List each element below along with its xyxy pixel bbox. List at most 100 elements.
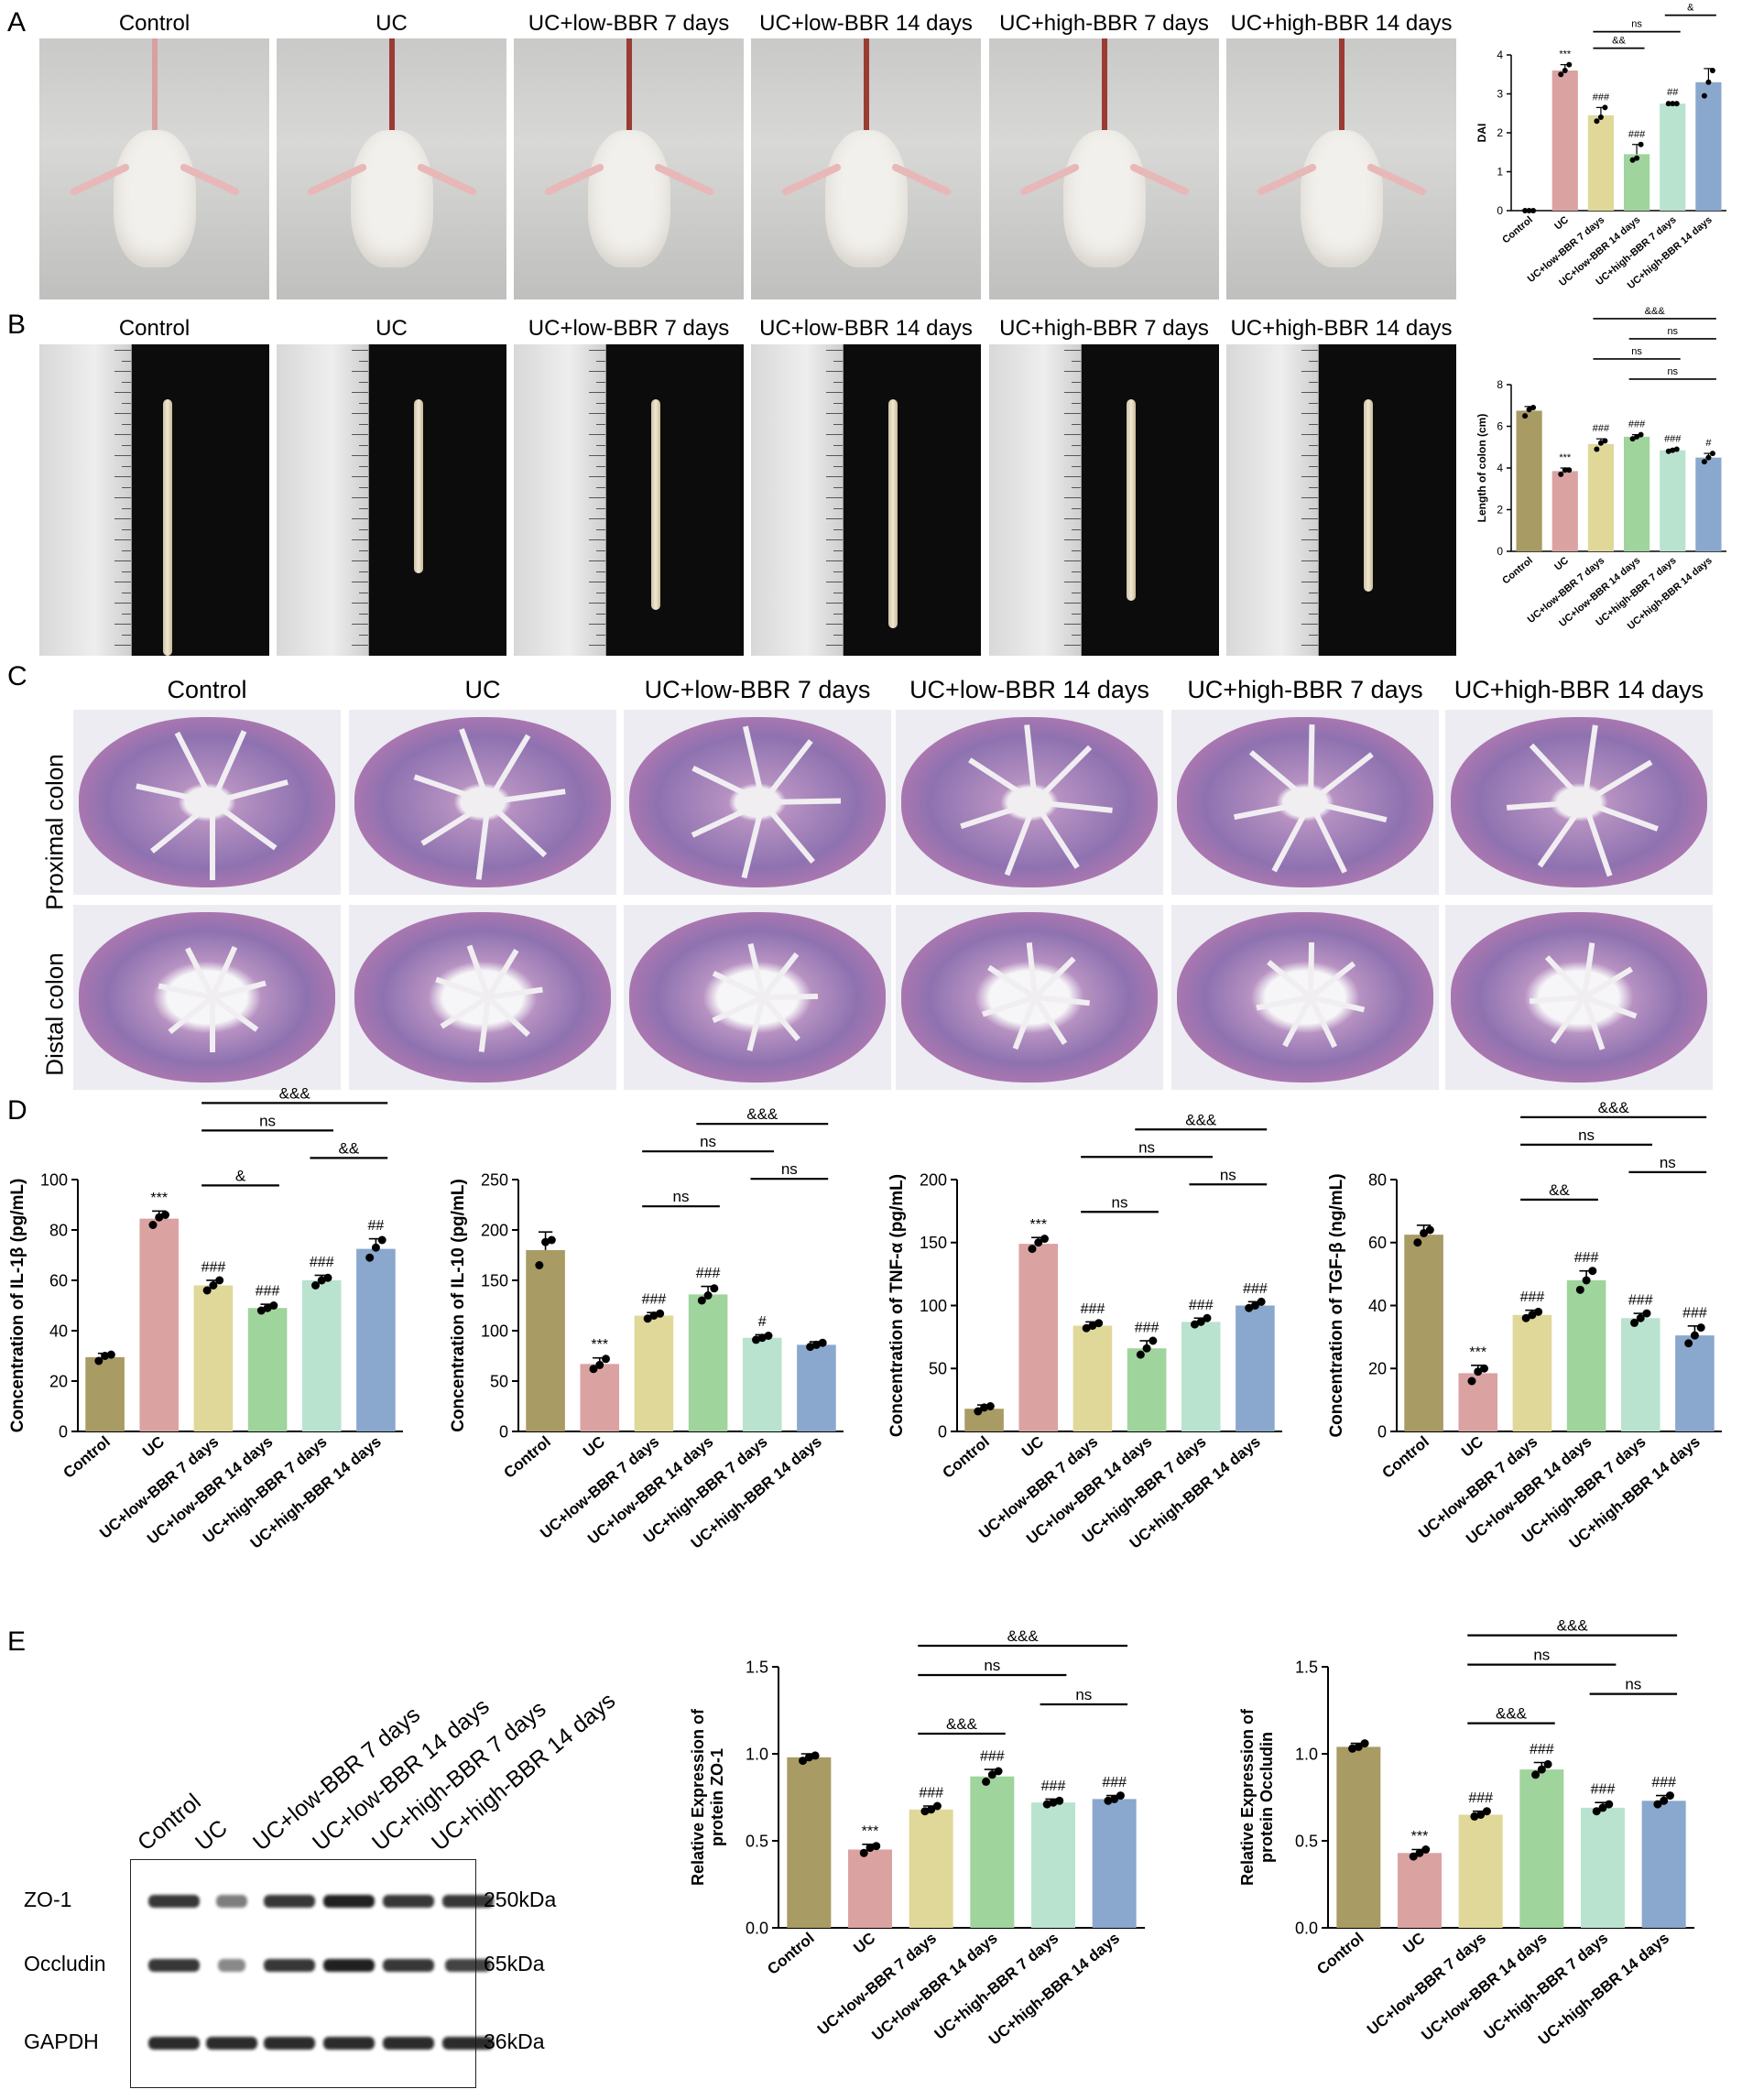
ruler-tick [352, 455, 368, 456]
y-axis-label: Length of colon (cm) [1475, 414, 1488, 523]
data-point [1696, 1323, 1705, 1333]
ruler-tick [359, 571, 368, 572]
data-point [1588, 1267, 1597, 1276]
colon-photo [39, 344, 269, 656]
category-label: UC [1552, 214, 1571, 232]
lumen-fold [1034, 800, 1113, 813]
data-point [1055, 1796, 1064, 1805]
category-label: Control [1313, 1930, 1367, 1978]
bar [1623, 154, 1650, 211]
y-tick-label: 60 [49, 1271, 68, 1289]
protein-label: ZO-1 [24, 1888, 72, 1911]
photo-label: UC+high-BBR 7 days [999, 11, 1209, 36]
significance-mark: *** [1559, 49, 1572, 60]
ruler [277, 344, 369, 656]
y-axis-label: Relative Expression ofprotein ZO-1 [689, 1708, 726, 1886]
bar [742, 1337, 782, 1431]
mouse-photo [277, 38, 506, 299]
ruler-tick [1301, 560, 1318, 561]
ruler-tick [1064, 350, 1081, 351]
significance-mark: ### [1591, 1782, 1616, 1798]
tail [1101, 38, 1107, 139]
data-point [595, 1360, 604, 1369]
lumen-fold [1309, 961, 1356, 1000]
data-point [1534, 1307, 1543, 1316]
data-point [1409, 1852, 1418, 1861]
data-point [1566, 61, 1573, 68]
lumen-fold [1529, 743, 1587, 805]
distal-colon-image [73, 905, 341, 1090]
data-point [317, 1276, 326, 1285]
y-tick-label: 4 [1497, 49, 1503, 61]
distal-colon-image [624, 905, 891, 1090]
histology-label: UC+low-BBR 14 days [909, 676, 1149, 703]
category-label: UC [1018, 1433, 1047, 1461]
data-point [1425, 1225, 1434, 1235]
bar [1695, 457, 1722, 551]
ruler-tick [1064, 392, 1081, 393]
mouse-body [824, 130, 908, 267]
ruler-tick [1064, 624, 1081, 625]
ruler-tick [1309, 634, 1318, 636]
significance-mark: ### [256, 1284, 280, 1300]
ruler-tick [1301, 476, 1318, 477]
category-label: Control [1500, 214, 1535, 245]
data-point [1142, 1344, 1151, 1353]
y-tick-label: 0 [938, 1422, 947, 1441]
panel-label-c: C [7, 661, 27, 691]
ruler-tick [596, 423, 605, 425]
ruler-tick [122, 465, 131, 467]
comparison-label: ns [984, 1657, 1000, 1674]
bar [526, 1250, 565, 1431]
lumen-fold [1267, 960, 1312, 1000]
y-tick-label: 20 [49, 1372, 68, 1390]
ruler-tick [826, 350, 843, 351]
data-point [697, 1296, 706, 1305]
ruler-tick [1072, 655, 1081, 656]
significance-mark: ## [1667, 87, 1679, 98]
colon-photo [751, 344, 981, 656]
lumen-fold [1583, 759, 1653, 805]
significance-mark: ### [1189, 1298, 1214, 1313]
mouse-body [350, 130, 433, 267]
colon-photo [989, 344, 1219, 656]
data-point [1257, 1297, 1266, 1306]
y-tick-label: 4 [1497, 462, 1503, 474]
data-point [1467, 1376, 1476, 1386]
ruler-tick [589, 603, 605, 604]
photo-label: UC+low-BBR 7 days [528, 11, 730, 36]
ruler-tick [114, 371, 131, 372]
blot-band [148, 1895, 200, 1908]
y-axis-label: Concentration of TNF-α (pg/mL) [887, 1174, 907, 1437]
significance-mark: ### [1081, 1301, 1105, 1317]
data-point [589, 1365, 598, 1374]
y-tick-label: 1.0 [746, 1745, 768, 1763]
ruler-tick [114, 497, 131, 498]
ruler-tick [114, 539, 131, 540]
photo-label: UC+low-BBR 14 days [759, 316, 973, 341]
ruler-tick [1064, 371, 1081, 372]
category-label: UC [1458, 1433, 1486, 1461]
ruler-tick [589, 624, 605, 625]
data-point [1634, 433, 1640, 440]
ruler-tick [1309, 423, 1318, 425]
ruler-tick [114, 645, 131, 646]
lumen-fold [211, 800, 278, 851]
comparison-label: &&& [946, 1715, 978, 1733]
ruler-tick [122, 360, 131, 362]
significance-mark: ### [1041, 1779, 1066, 1794]
bar [1512, 1314, 1552, 1431]
ruler-tick [114, 518, 131, 519]
significance-mark: ### [1628, 129, 1646, 140]
comparison-label: &&& [1007, 1627, 1040, 1645]
data-point [1521, 1313, 1530, 1322]
ruler [989, 344, 1082, 656]
tissue-section [1451, 717, 1707, 887]
ruler-tick [1064, 539, 1081, 540]
data-point [1354, 1742, 1363, 1751]
tail [151, 38, 158, 139]
comparison-label: &&& [1185, 1111, 1217, 1128]
y-tick-label: 150 [920, 1234, 947, 1252]
tissue-section [629, 717, 886, 887]
data-point [1470, 1812, 1479, 1821]
